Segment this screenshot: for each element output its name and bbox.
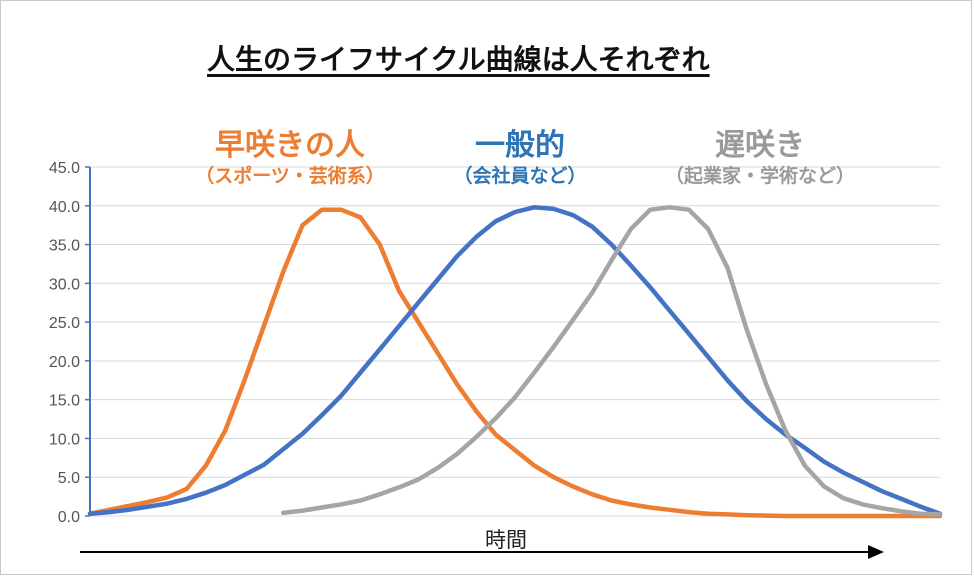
early-bloomer-line [87,207,943,519]
series-lines [87,205,943,519]
late-bloomer-subtitle: （起業家・学術など） [664,165,855,187]
y-tick-label: 15.0 [49,393,80,410]
early-bloomer-subtitle: （スポーツ・芸術系） [195,165,385,187]
x-axis-label: 時間 [485,528,527,552]
y-tick-label: 10.0 [49,431,80,448]
general-title: 一般的 [475,128,565,163]
general-line [87,205,943,516]
late-bloomer-line [280,205,943,517]
late-bloomer-label: 遅咲き （起業家・学術など） [620,128,900,188]
time-arrow [80,545,884,559]
general-subtitle: （会社員など） [453,165,587,187]
y-tick-label: 30.0 [49,276,80,293]
early-bloomer-label: 早咲きの人 （スポーツ・芸術系） [170,128,410,188]
y-tick-label: 25.0 [49,315,80,332]
y-tick-label: 20.0 [49,354,80,371]
gridlines [90,166,940,517]
late-bloomer-title: 遅咲き [715,128,805,163]
y-tick-label: 35.0 [49,238,80,255]
chart-title: 人生のライフサイクル曲線は人それぞれ [207,43,710,76]
y-tick-label: 0.0 [58,509,80,526]
y-axis: 0.0 5.0 10.0 15.0 20.0 25.0 30.0 35.0 40.0 45.0 [49,160,91,526]
time-arrow-head [868,545,884,559]
y-tick-label: 5.0 [58,470,80,487]
early-bloomer-title: 早咲きの人 [215,128,365,163]
y-tick-label: 40.0 [49,199,80,216]
y-tick-label: 45.0 [49,160,80,177]
general-label: 一般的 （会社員など） [420,128,620,188]
